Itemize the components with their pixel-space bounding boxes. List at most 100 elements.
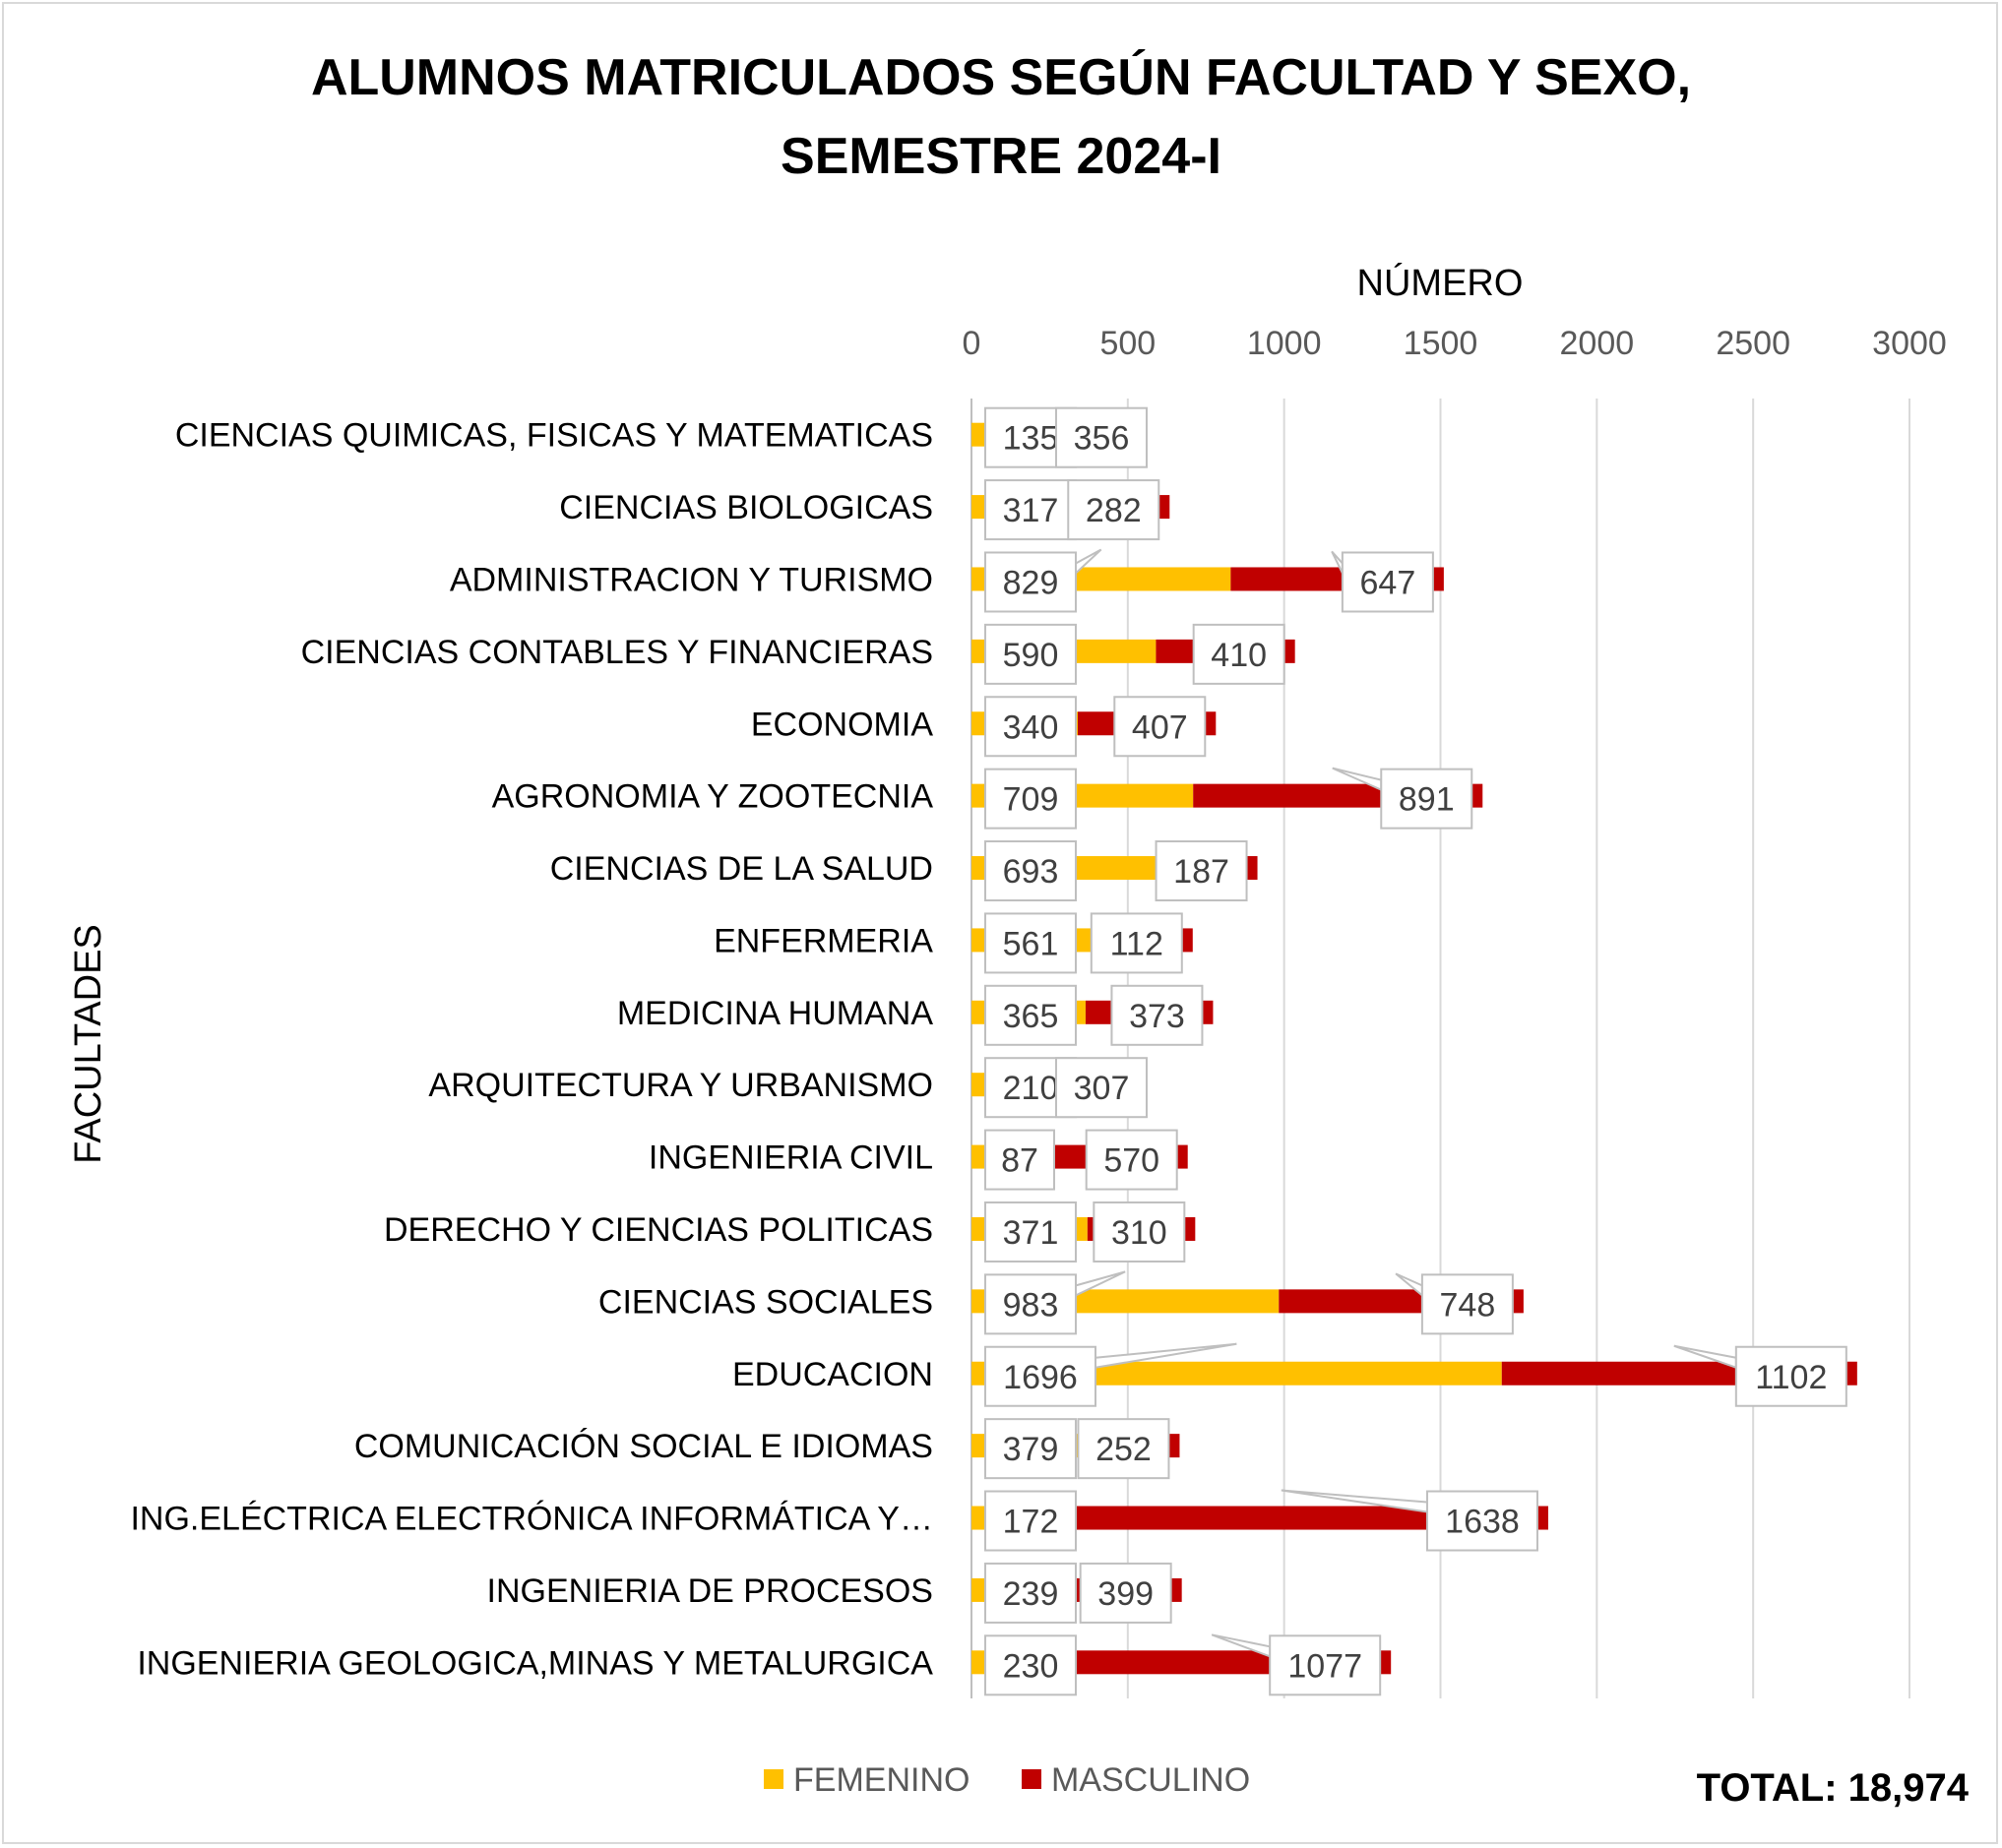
data-label-masculino: 252 (1095, 1431, 1152, 1468)
callout-box-masculino (1420, 1273, 1514, 1335)
callout-box-femenino (984, 912, 1077, 974)
data-label-masculino: 1638 (1445, 1504, 1520, 1541)
chart-title-line1: ALUMNOS MATRICULADOS SEGÚN FACULTAD Y SE… (311, 49, 1691, 106)
callout-box-femenino (984, 696, 1077, 758)
category-label: CIENCIAS SOCIALES (598, 1283, 933, 1321)
bar-end-marker (1205, 711, 1217, 736)
data-label-masculino: 407 (1132, 708, 1188, 746)
callout-box-masculino (1110, 984, 1204, 1046)
data-label-masculino: 373 (1129, 998, 1185, 1035)
callout-box-masculino (1269, 1634, 1382, 1696)
bar-end-marker (1246, 856, 1258, 881)
category-label: ARQUITECTURA Y URBANISMO (428, 1067, 933, 1104)
category-label: CIENCIAS QUIMICAS, FISICAS Y MATEMATICAS (175, 417, 933, 455)
legend-swatch-femenino (764, 1769, 783, 1789)
x-tick-label: 1000 (1247, 325, 1322, 362)
data-label-femenino: 590 (1003, 637, 1059, 674)
x-axis-title: NÚMERO (1357, 262, 1524, 304)
category-label: ING.ELÉCTRICA ELECTRÓNICA INFORMÁTICA Y… (130, 1501, 933, 1538)
callout-box-masculino (1113, 696, 1207, 758)
callout-box-masculino (1079, 1562, 1172, 1624)
gridlines (970, 399, 1910, 1698)
bar-end-marker (1536, 1506, 1548, 1530)
category-label: INGENIERIA CIVIL (649, 1140, 933, 1177)
bar-end-marker (1184, 1216, 1196, 1241)
chart-title-line2: SEMESTRE 2024-I (781, 128, 1221, 185)
callout-box-femenino (984, 1418, 1077, 1480)
data-label-femenino: 561 (1003, 925, 1059, 962)
legend: FEMENINO MASCULINO (764, 1761, 1250, 1799)
bar-end-marker (1176, 1144, 1188, 1169)
callout-box-femenino (984, 1201, 1077, 1263)
category-label: CIENCIAS BIOLOGICAS (559, 489, 933, 526)
bar-end-marker (1181, 928, 1193, 953)
data-label-masculino: 310 (1111, 1214, 1167, 1252)
callout-box-masculino (1085, 1129, 1178, 1191)
data-label-femenino: 135 (1003, 420, 1059, 458)
callout-box-masculino (1090, 912, 1183, 974)
legend-label-femenino: FEMENINO (793, 1761, 970, 1799)
data-label-femenino: 1696 (1003, 1359, 1078, 1396)
category-labels: CIENCIAS QUIMICAS, FISICAS Y MATEMATICAS… (130, 417, 933, 1683)
data-label-masculino: 410 (1211, 637, 1267, 674)
data-label-masculino: 307 (1074, 1070, 1130, 1107)
bar-end-marker (1846, 1361, 1857, 1386)
callout-box-masculino (1055, 1057, 1148, 1119)
data-label-masculino: 891 (1399, 781, 1455, 819)
bar-end-marker (1170, 1577, 1182, 1602)
callout-box-femenino (984, 768, 1077, 830)
data-label-femenino: 340 (1003, 708, 1059, 746)
callout-box-femenino (984, 840, 1077, 902)
callout-box-masculino (1734, 1345, 1847, 1407)
data-label-femenino: 87 (1001, 1142, 1038, 1180)
data-label-femenino: 693 (1003, 853, 1059, 891)
callout-box-femenino (984, 551, 1077, 613)
bar-end-marker (1158, 495, 1170, 520)
callout-box-masculino (1155, 840, 1248, 902)
callout-box-femenino (984, 1634, 1077, 1696)
data-label-masculino: 399 (1097, 1575, 1154, 1613)
callout-box-masculino (1192, 623, 1285, 685)
callout-box-masculino (1055, 406, 1148, 468)
callout-box-femenino (984, 1273, 1077, 1335)
data-label-femenino: 210 (1003, 1070, 1059, 1107)
data-label-femenino: 709 (1003, 781, 1059, 819)
x-tick-label: 3000 (1872, 325, 1947, 362)
callout-box-masculino (1077, 1418, 1170, 1480)
data-label-masculino: 748 (1440, 1286, 1496, 1324)
data-label-masculino: 1102 (1755, 1359, 1827, 1396)
data-label-masculino: 647 (1360, 564, 1416, 601)
callout-box-femenino (984, 1345, 1096, 1407)
bar-end-marker (1283, 639, 1295, 663)
callout-box-masculino (1425, 1490, 1538, 1552)
data-label-femenino: 371 (1003, 1214, 1059, 1252)
legend-swatch-masculino (1022, 1769, 1041, 1789)
bar-end-marker (1168, 1434, 1180, 1458)
data-label-femenino: 379 (1003, 1431, 1059, 1468)
data-label-femenino: 983 (1003, 1286, 1059, 1324)
data-label-masculino: 356 (1074, 420, 1130, 458)
data-label-masculino: 570 (1103, 1142, 1159, 1180)
total-label: TOTAL: 18,974 (1697, 1766, 1970, 1810)
data-label-femenino: 172 (1003, 1504, 1059, 1541)
category-label: MEDICINA HUMANA (617, 995, 933, 1032)
x-tick-label: 500 (1099, 325, 1156, 362)
callout-box-masculino (1380, 768, 1473, 830)
data-label-masculino: 112 (1110, 925, 1163, 962)
data-label-femenino: 317 (1003, 492, 1059, 529)
category-label: CIENCIAS DE LA SALUD (550, 850, 933, 888)
callout-box-masculino (1067, 479, 1160, 541)
callout-box-femenino (984, 984, 1077, 1046)
data-label-masculino: 282 (1086, 492, 1142, 529)
legend-label-masculino: MASCULINO (1051, 1761, 1250, 1799)
category-label: COMUNICACIÓN SOCIAL E IDIOMAS (354, 1428, 933, 1465)
callout-box-femenino (984, 1129, 1055, 1191)
category-label: ECONOMIA (751, 706, 933, 743)
callout-box-masculino (1341, 551, 1434, 613)
data-label-femenino: 365 (1003, 998, 1059, 1035)
data-label-femenino: 829 (1003, 564, 1059, 601)
category-label: ENFERMERIA (714, 922, 933, 959)
data-label-masculino: 1077 (1287, 1647, 1362, 1685)
